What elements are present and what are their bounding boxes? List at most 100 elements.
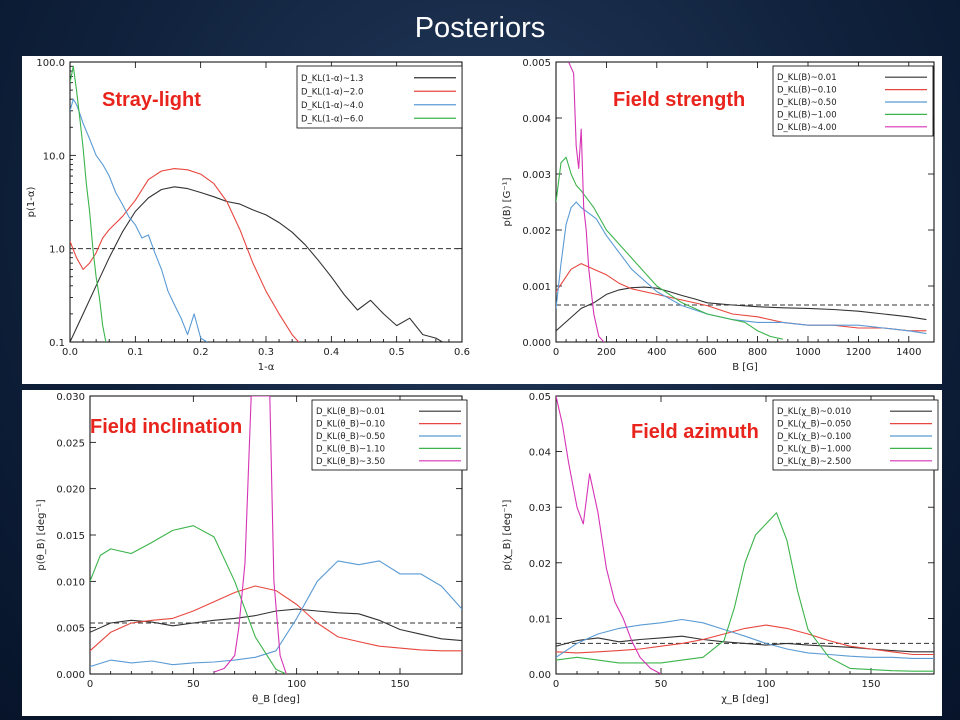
- series-line-d-kl-b-1-00: [556, 156, 783, 340]
- x-tick-label: 50: [187, 679, 200, 690]
- x-tick-label: 0: [87, 679, 93, 690]
- legend-entry: D_KL(B)~4.00: [777, 123, 837, 133]
- x-tick-label: 100: [756, 679, 775, 690]
- x-tick-label: 0: [553, 679, 559, 690]
- legend-entry: D_KL(θ_B)~0.10: [316, 420, 385, 430]
- series-line-d-kl-b-0-100: [556, 618, 934, 659]
- legend-entry: D_KL(χ_B)~2.500: [777, 457, 851, 467]
- x-tick-label: 1400: [896, 347, 921, 358]
- x-tick-label: 0.1: [127, 347, 143, 358]
- x-tick-label: 50: [655, 679, 668, 690]
- x-tick-label: 1000: [795, 347, 820, 358]
- y-axis-label: p(1-α): [26, 187, 37, 218]
- y-tick-label: 0.030: [56, 392, 85, 403]
- x-tick-label: 1200: [846, 347, 871, 358]
- y-tick-label: 0.01: [529, 614, 551, 625]
- y-tick-label: 0.1: [49, 338, 65, 349]
- y-tick-label: 0.02: [529, 559, 551, 570]
- legend-entry: D_KL(B)~0.10: [777, 86, 837, 96]
- y-tick-label: 0.004: [522, 114, 551, 125]
- legend-entry: D_KL(B)~1.00: [777, 110, 837, 120]
- stray-light-chart: 0.0 0.1 0.2 0.3 0.4 0.5 0.60.11.010.0100.01-αp…: [26, 58, 470, 373]
- y-axis-label: p(χ_B) [deg⁻¹]: [502, 499, 513, 570]
- y-tick-label: 0.05: [529, 392, 551, 403]
- y-tick-label: 0.025: [56, 438, 85, 449]
- y-tick-label: 0.002: [522, 226, 551, 237]
- series-line-d-kl-1-2-0: [70, 168, 300, 342]
- field-azimuth-chart: 0 50 100 150 0.00 0.01 0.02 0.03 0.04 0.05 χ_B [de…: [502, 392, 939, 705]
- x-tick-label: 200: [597, 347, 616, 358]
- legend-entry: D_KL(θ_B)~0.50: [316, 432, 385, 442]
- series-line-d-kl-b-2-500: [556, 396, 662, 674]
- legend-entry: D_KL(χ_B)~1.000: [777, 444, 851, 454]
- series-line-d-kl-b-0-10: [556, 263, 927, 332]
- x-tick-label: 0.3: [258, 347, 274, 358]
- legend-entry: D_KL(1-α)~4.0: [301, 101, 363, 111]
- legend-entry: D_KL(θ_B)~1.10: [316, 444, 385, 454]
- legend-entry: D_KL(B)~0.01: [777, 73, 837, 83]
- legend-entry: D_KL(1-α)~6.0: [301, 114, 363, 124]
- x-tick-label: 600: [698, 347, 717, 358]
- series-line-d-kl-b-3-50: [213, 396, 287, 674]
- legend-entry: D_KL(θ_B)~3.50: [316, 457, 385, 467]
- x-tick-label: 0.6: [454, 347, 470, 358]
- panel-heading: Field strength: [613, 89, 745, 111]
- legend-entry: D_KL(1-α)~2.0: [301, 87, 363, 97]
- series-line-d-kl-b-0-01: [90, 608, 462, 642]
- y-tick-label: 0.003: [522, 170, 551, 181]
- y-tick-label: 0.020: [56, 485, 85, 496]
- field-inclination-chart: 0 50 100 150 0.000 0.005 0.010 0.015 0.020 0.025 0…: [36, 392, 468, 705]
- panel-heading: Stray-light: [102, 89, 201, 111]
- y-tick-label: 0.00: [529, 670, 551, 681]
- y-tick-label: 0.005: [522, 58, 551, 69]
- panel-heading: Field azimuth: [631, 421, 759, 443]
- legend-entry: D_KL(χ_B)~0.050: [777, 420, 851, 430]
- x-tick-label: 0.2: [193, 347, 209, 358]
- y-tick-label: 1.0: [49, 245, 65, 256]
- y-tick-label: 0.000: [522, 338, 551, 349]
- x-tick-label: 400: [647, 347, 666, 358]
- x-tick-label: 0.5: [389, 347, 405, 358]
- slide-title: Posteriors: [414, 12, 546, 44]
- legend-entry: D_KL(χ_B)~0.010: [777, 407, 851, 417]
- series-line-d-kl-b-0-01: [556, 286, 927, 332]
- x-axis-label: χ_B [deg]: [721, 694, 769, 705]
- x-tick-label: 150: [390, 679, 409, 690]
- y-tick-label: 0.001: [522, 282, 551, 293]
- series-line-d-kl-b-0-050: [556, 624, 934, 656]
- x-tick-label: 0.0: [62, 347, 78, 358]
- x-tick-label: 0: [553, 347, 559, 358]
- bottom-panel-row: 0 50 100 150 0.000 0.005 0.010 0.015 0.020 0.025 0…: [22, 390, 942, 716]
- y-tick-label: 0.03: [529, 503, 551, 514]
- y-tick-label: 0.04: [529, 448, 551, 459]
- y-tick-label: 100.0: [36, 58, 65, 69]
- top-panel-row: 0.0 0.1 0.2 0.3 0.4 0.5 0.6 0.1 1.0 10.0 100.0 1-α p…: [22, 56, 942, 384]
- series-line-d-kl-1-6-0: [70, 65, 107, 342]
- x-axis-label: 1-α: [258, 362, 275, 373]
- x-tick-label: 150: [861, 679, 880, 690]
- series-line-d-kl-1-1-3: [70, 186, 443, 342]
- series-line-d-kl-b-0-10: [90, 585, 462, 652]
- series-line-d-kl-b-1-000: [556, 512, 934, 672]
- series-line-d-kl-b-0-50: [556, 201, 927, 335]
- x-axis-label: θ_B [deg]: [252, 694, 300, 705]
- x-axis-label: B [G]: [732, 362, 758, 373]
- x-tick-label: 100: [287, 679, 306, 690]
- series-line-d-kl-b-0-50: [90, 560, 462, 668]
- legend-entry: D_KL(B)~0.50: [777, 98, 837, 108]
- y-tick-label: 0.005: [56, 624, 85, 635]
- series-line-d-kl-b-4-00: [568, 62, 605, 342]
- y-axis-label: p(θ_B) [deg⁻¹]: [36, 499, 47, 570]
- y-tick-label: 0.010: [56, 577, 85, 588]
- x-tick-label: 800: [748, 347, 767, 358]
- x-tick-label: 0.4: [323, 347, 339, 358]
- y-axis-label: p(B) [G⁻¹]: [502, 177, 513, 226]
- field-strength-chart: 0 200 400 600 800 1000 1200 1400 0.000 0.001 0.002…: [502, 58, 935, 373]
- legend-entry: D_KL(χ_B)~0.100: [777, 432, 851, 442]
- y-tick-label: 0.015: [56, 531, 85, 542]
- series-line-d-kl-1-4-0: [70, 98, 208, 342]
- y-tick-label: 10.0: [43, 151, 65, 162]
- series-line-d-kl-b-1-10: [90, 525, 287, 674]
- legend-entry: D_KL(θ_B)~0.01: [316, 407, 385, 417]
- y-tick-label: 0.000: [56, 670, 85, 681]
